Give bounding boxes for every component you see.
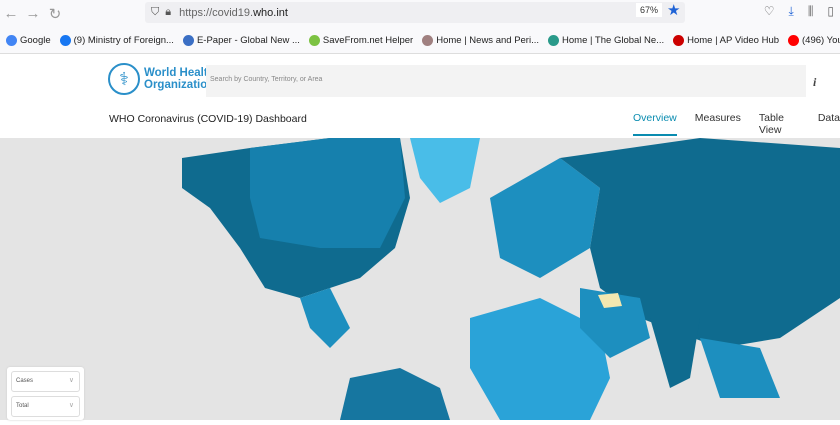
bookmark-label: Google [20, 34, 51, 46]
period-value: Total [16, 403, 29, 409]
who-logo[interactable]: ⚕ World Health Organization [108, 63, 215, 95]
tab-overview[interactable]: Overview [633, 112, 677, 136]
globe-icon [182, 34, 194, 46]
who-emblem-icon: ⚕ [108, 63, 140, 95]
greenland [410, 138, 480, 203]
globe-icon [548, 34, 560, 46]
forward-icon[interactable]: → [25, 5, 41, 22]
tab-table-view[interactable]: Table View [758, 112, 784, 136]
url-prefix: https://covid19. [179, 6, 254, 19]
bookmark-label: SaveFrom.net Helper [322, 34, 414, 46]
map-controls: Cases ∨ Total ∨ [7, 367, 84, 420]
back-icon[interactable]: ← [3, 5, 19, 22]
bookmark-label: Home | The Global Ne... [562, 34, 665, 46]
chevron-down-icon: ∨ [68, 402, 74, 409]
bookmark-item[interactable]: SaveFrom.net Helper [308, 34, 414, 46]
site-header: ⚕ World Health Organization Search by Cou… [0, 55, 840, 138]
bookmark-item[interactable]: (9) Ministry of Foreign... [59, 34, 174, 46]
page-icon [422, 34, 434, 46]
logo-line2: Organization [144, 79, 215, 91]
bookmark-label: (9) Ministry of Foreign... [73, 34, 174, 46]
india [650, 318, 700, 388]
bookmarks-bar: Google (9) Ministry of Foreign... E-Paper … [0, 27, 840, 54]
world-map[interactable] [0, 138, 840, 420]
bookmark-star-icon[interactable]: ★ [667, 2, 681, 19]
canada [250, 138, 405, 248]
library-icon[interactable]: ⫼ [807, 4, 814, 18]
europe [490, 158, 600, 278]
metric-select[interactable]: Cases ∨ [11, 371, 80, 392]
metric-value: Cases [16, 378, 34, 384]
reload-icon[interactable]: ↻ [48, 5, 62, 23]
bookmark-item[interactable]: E-Paper - Global New ... [182, 34, 300, 46]
google-icon [6, 34, 17, 46]
youtube-icon [788, 34, 800, 46]
africa [470, 298, 610, 420]
pocket-icon[interactable]: ♡ [763, 4, 775, 18]
shield-icon: ⛉ [151, 6, 160, 18]
lock-icon: 🔒︎ [165, 6, 172, 18]
se-asia [700, 338, 780, 398]
facebook-icon [59, 34, 71, 46]
sidebar-icon[interactable]: ▯ [827, 4, 834, 18]
bookmark-label: (496) YouTube [802, 34, 840, 46]
zoom-level[interactable]: 67% [636, 3, 663, 17]
url-domain: who.int [253, 6, 288, 19]
period-select[interactable]: Total ∨ [11, 396, 80, 417]
ap-icon [673, 34, 685, 46]
bookmark-item[interactable]: Google [6, 34, 51, 46]
info-icon[interactable]: i [813, 75, 817, 89]
download-arrow-icon [308, 34, 320, 46]
central-america [300, 288, 350, 348]
page-title: WHO Coronavirus (COVID-19) Dashboard [109, 113, 307, 125]
south-america [340, 368, 450, 420]
turkmenistan [598, 293, 622, 308]
bookmark-label: E-Paper - Global New ... [196, 34, 300, 46]
tab-measures[interactable]: Measures [694, 112, 741, 124]
bookmark-item[interactable]: Home | News and Peri... [422, 34, 540, 46]
search-input[interactable]: Search by Country, Territory, or Area [206, 65, 806, 97]
chevron-down-icon: ∨ [68, 377, 74, 384]
bookmark-label: Home | AP Video Hub [687, 34, 780, 46]
bookmark-item[interactable]: Home | The Global Ne... [548, 34, 665, 46]
bookmark-label: Home | News and Peri... [436, 34, 540, 46]
url-bar[interactable]: ⛉ 🔒︎ https://covid19.who.int [145, 2, 685, 23]
russia-asia [560, 138, 840, 348]
bookmark-item[interactable]: (496) YouTube [788, 34, 840, 46]
browser-toolbar: ← → ↻ ⛉ 🔒︎ https://covid19.who.int 67% ★… [0, 0, 840, 27]
middle-east [580, 288, 650, 358]
logo-line1: World Health [144, 67, 215, 79]
tab-data[interactable]: Data [817, 112, 840, 124]
download-icon[interactable]: ⤓ [788, 4, 794, 18]
bookmark-item[interactable]: Home | AP Video Hub [673, 34, 780, 46]
